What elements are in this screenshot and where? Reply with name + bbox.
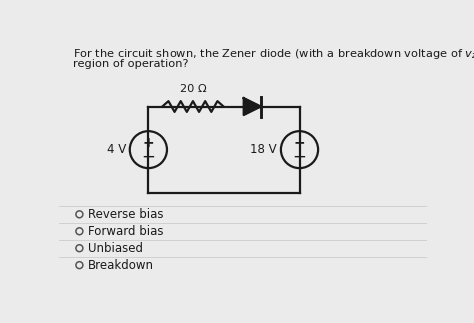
Text: −: −: [141, 148, 155, 166]
Polygon shape: [244, 98, 261, 115]
Text: For the circuit shown, the Zener diode (with a breakdown voltage of $v_z$ = 10 V: For the circuit shown, the Zener diode (…: [73, 47, 474, 61]
Text: region of operation?: region of operation?: [73, 59, 189, 69]
Text: Forward bias: Forward bias: [88, 225, 164, 238]
Text: 18 V: 18 V: [250, 143, 277, 156]
Circle shape: [130, 131, 167, 168]
Text: 20 Ω: 20 Ω: [180, 84, 206, 94]
Text: −: −: [292, 148, 306, 166]
Text: Breakdown: Breakdown: [88, 259, 154, 272]
Text: +: +: [294, 137, 305, 151]
Circle shape: [281, 131, 318, 168]
Text: Unbiased: Unbiased: [88, 242, 143, 255]
Text: +: +: [143, 137, 154, 151]
Text: Reverse bias: Reverse bias: [88, 208, 164, 221]
Text: 4 V: 4 V: [107, 143, 126, 156]
